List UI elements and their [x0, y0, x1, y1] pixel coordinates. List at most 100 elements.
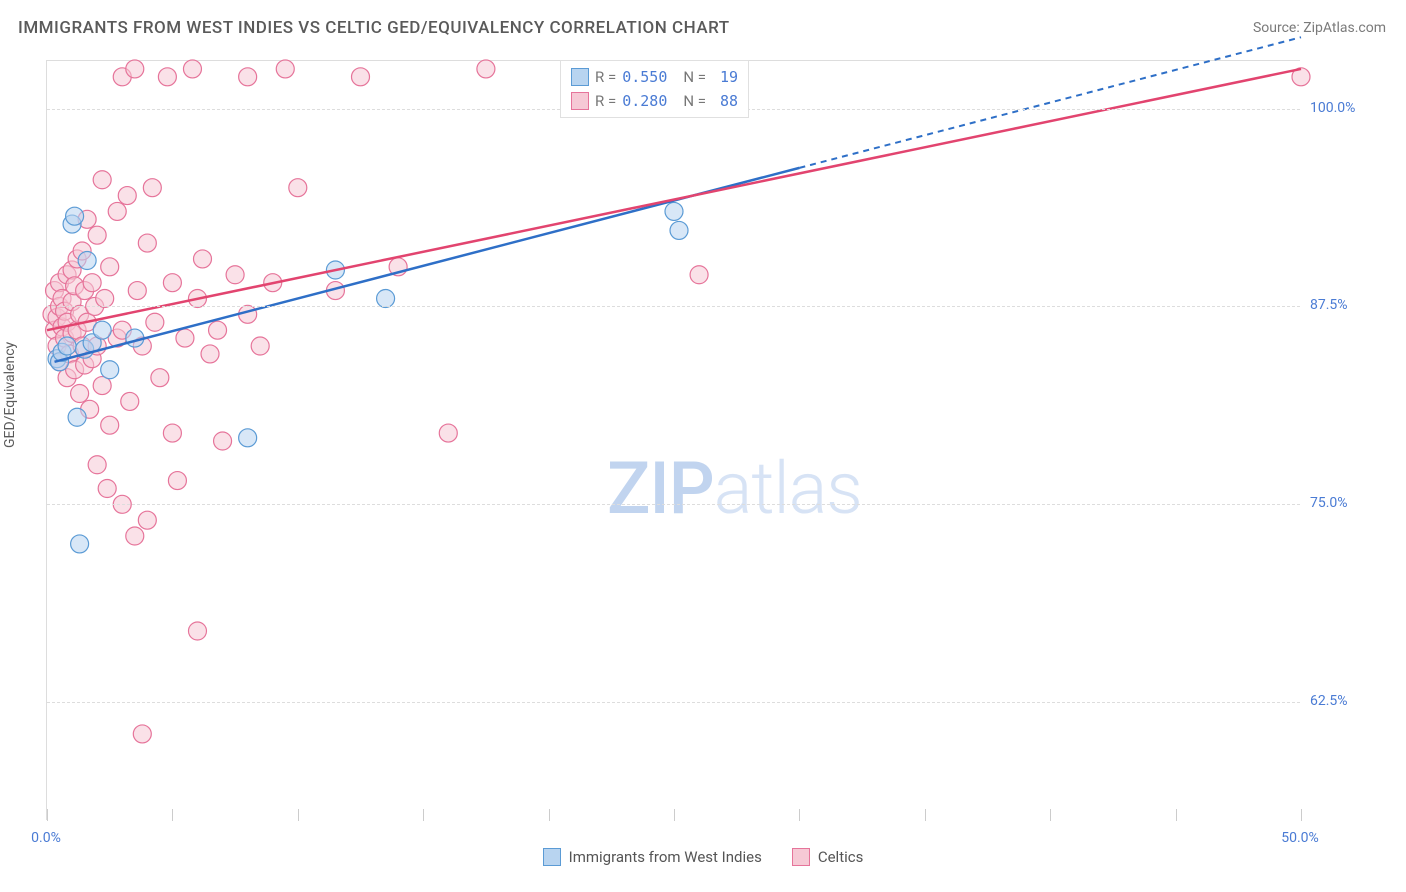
celtics-point: [439, 424, 457, 442]
celtics-point: [133, 725, 151, 743]
chart-source: Source: ZipAtlas.com: [1253, 20, 1386, 36]
x-tick: [172, 809, 173, 821]
x-tick: [47, 809, 48, 821]
legend-r-label: R =: [595, 65, 616, 89]
legend-swatch-icon: [571, 68, 589, 86]
west_indies-point: [239, 429, 257, 447]
celtics-point: [118, 187, 136, 205]
celtics-point: [188, 622, 206, 640]
legend-swatch-icon: [571, 92, 589, 110]
celtics-point: [138, 511, 156, 529]
celtics-point: [151, 369, 169, 387]
chart-title: IMMIGRANTS FROM WEST INDIES VS CELTIC GE…: [18, 18, 730, 38]
celtics-point: [146, 313, 164, 331]
celtics-point: [239, 68, 257, 86]
celtics-point: [183, 60, 201, 78]
celtics-point: [477, 60, 495, 78]
y-tick-label: 87.5%: [1310, 297, 1348, 313]
correlation-chart: IMMIGRANTS FROM WEST INDIES VS CELTIC GE…: [0, 0, 1406, 892]
celtics-point: [138, 234, 156, 252]
celtics-point: [98, 480, 116, 498]
west_indies-point: [670, 221, 688, 239]
celtics-point: [101, 258, 119, 276]
celtics-point: [352, 68, 370, 86]
x-tick: [298, 809, 299, 821]
x-tick: [1301, 809, 1302, 821]
plot-area: ZIPatlas: [46, 60, 1300, 820]
correlation-legend: R = 0.550 N = 19 R = 0.280 N = 88: [560, 60, 749, 118]
west_indies-point: [101, 361, 119, 379]
series-legend: Immigrants from West Indies Celtics: [0, 848, 1406, 866]
west_indies-point: [377, 290, 395, 308]
celtics-point: [289, 179, 307, 197]
legend-row-west_indies: R = 0.550 N = 19: [571, 65, 738, 89]
west_indies-point: [66, 207, 84, 225]
legend-swatch-icon: [543, 848, 561, 866]
scatter-svg: [47, 61, 1300, 820]
gridline: [47, 306, 1300, 307]
x-tick-label: 50.0%: [1281, 830, 1319, 846]
series-legend-celtics: Celtics: [792, 848, 864, 866]
west_indies-point: [58, 337, 76, 355]
legend-swatch-icon: [792, 848, 810, 866]
legend-r-value: 0.550: [622, 65, 667, 89]
gridline: [47, 702, 1300, 703]
celtics-point: [276, 60, 294, 78]
celtics-point: [71, 385, 89, 403]
celtics-point: [163, 274, 181, 292]
celtics-point: [163, 424, 181, 442]
celtics-point: [158, 68, 176, 86]
legend-n-label: N =: [683, 65, 706, 89]
west_indies-point: [78, 252, 96, 270]
west_indies-point: [93, 321, 111, 339]
celtics-point: [226, 266, 244, 284]
legend-r-label: R =: [595, 89, 616, 113]
celtics-point: [251, 337, 269, 355]
x-tick: [1050, 809, 1051, 821]
celtics-point: [209, 321, 227, 339]
celtics-point: [168, 472, 186, 490]
celtics-point: [176, 329, 194, 347]
legend-n-value: 88: [712, 89, 738, 113]
y-tick-label: 75.0%: [1310, 495, 1348, 511]
x-tick: [549, 809, 550, 821]
celtics-point: [96, 290, 114, 308]
x-tick: [423, 809, 424, 821]
gridline: [47, 504, 1300, 505]
celtics-point: [101, 416, 119, 434]
celtics-point: [214, 432, 232, 450]
celtics-point: [126, 60, 144, 78]
celtics-point: [108, 202, 126, 220]
celtics-point: [121, 392, 139, 410]
celtics-point: [88, 456, 106, 474]
y-axis-label: GED/Equivalency: [2, 342, 18, 448]
legend-n-label: N =: [683, 89, 706, 113]
celtics-point: [201, 345, 219, 363]
legend-r-value: 0.280: [622, 89, 667, 113]
celtics-point: [128, 282, 146, 300]
y-tick-label: 100.0%: [1310, 100, 1355, 116]
celtics-point: [93, 171, 111, 189]
legend-n-value: 19: [712, 65, 738, 89]
west_indies-point: [71, 535, 89, 553]
x-tick-label: 0.0%: [31, 830, 61, 846]
x-tick: [674, 809, 675, 821]
legend-row-celtics: R = 0.280 N = 88: [571, 89, 738, 113]
celtics-point: [690, 266, 708, 284]
celtics-point: [126, 527, 144, 545]
series-legend-label: Immigrants from West Indies: [569, 848, 762, 866]
x-tick: [1176, 809, 1177, 821]
x-tick: [799, 809, 800, 821]
celtics-point: [143, 179, 161, 197]
west_indies-point: [665, 202, 683, 220]
y-tick-label: 62.5%: [1310, 693, 1348, 709]
series-legend-west_indies: Immigrants from West Indies: [543, 848, 762, 866]
celtics-point: [193, 250, 211, 268]
series-legend-label: Celtics: [818, 848, 864, 866]
west_indies-point: [68, 408, 86, 426]
celtics-point: [83, 274, 101, 292]
west_indies-trendline-extrapolated: [799, 37, 1301, 168]
celtics-point: [93, 377, 111, 395]
celtics-point: [88, 226, 106, 244]
x-tick: [925, 809, 926, 821]
